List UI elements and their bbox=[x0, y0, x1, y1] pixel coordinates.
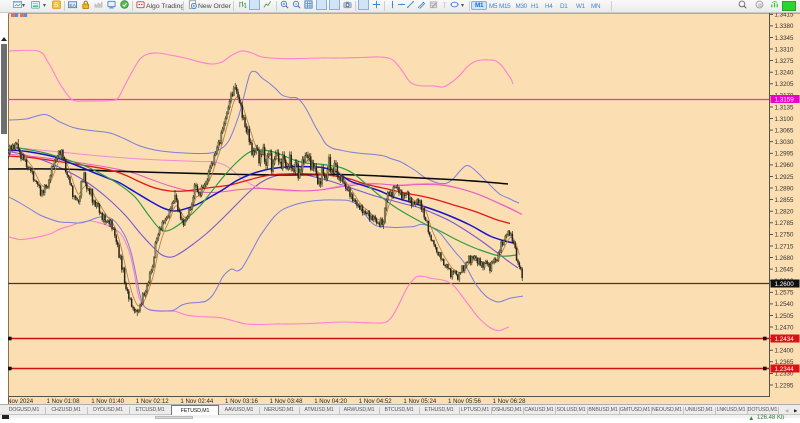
svg-text:1.3065: 1.3065 bbox=[775, 127, 794, 134]
svg-text:1.2400: 1.2400 bbox=[775, 348, 794, 355]
svg-text:1.2365: 1.2365 bbox=[775, 359, 794, 366]
svg-text:1.2960: 1.2960 bbox=[775, 162, 794, 169]
svg-text:1.2995: 1.2995 bbox=[775, 151, 794, 158]
svg-text:1.2295: 1.2295 bbox=[775, 382, 794, 389]
svg-text:1.3275: 1.3275 bbox=[775, 58, 794, 65]
svg-text:1.2925: 1.2925 bbox=[775, 174, 794, 181]
svg-text:1 Nov 04:20: 1 Nov 04:20 bbox=[314, 398, 347, 405]
svg-text:1 Nov 02:12: 1 Nov 02:12 bbox=[136, 398, 169, 405]
svg-text:1 Nov 01:08: 1 Nov 01:08 bbox=[47, 398, 80, 405]
svg-text:T: T bbox=[442, 2, 447, 9]
svg-text:1.2600: 1.2600 bbox=[775, 281, 795, 288]
svg-text:1.2575: 1.2575 bbox=[775, 290, 794, 297]
svg-text:1.2890: 1.2890 bbox=[775, 185, 794, 192]
svg-text:1 Nov 05:56: 1 Nov 05:56 bbox=[448, 398, 481, 405]
svg-text:1.3205: 1.3205 bbox=[775, 81, 794, 88]
svg-text:1 Nov 03:48: 1 Nov 03:48 bbox=[270, 398, 303, 405]
svg-text:1 Nov 05:24: 1 Nov 05:24 bbox=[403, 398, 436, 405]
svg-text:1.3135: 1.3135 bbox=[775, 104, 794, 111]
svg-text:1.2680: 1.2680 bbox=[775, 255, 794, 262]
svg-text:1.2540: 1.2540 bbox=[775, 301, 794, 308]
svg-text:1.2470: 1.2470 bbox=[775, 324, 794, 331]
svg-text:1.2820: 1.2820 bbox=[775, 209, 794, 216]
svg-text:1.2344: 1.2344 bbox=[775, 366, 795, 373]
svg-text:1.2855: 1.2855 bbox=[775, 197, 794, 204]
svg-text:1.3240: 1.3240 bbox=[775, 70, 794, 77]
svg-text:1 Nov 03:16: 1 Nov 03:16 bbox=[225, 398, 258, 405]
svg-text:1.2505: 1.2505 bbox=[775, 313, 794, 320]
svg-text:1.2715: 1.2715 bbox=[775, 243, 794, 250]
svg-text:1.3345: 1.3345 bbox=[775, 35, 794, 42]
svg-text:1.2645: 1.2645 bbox=[775, 266, 794, 273]
svg-text:1 Nov 01:40: 1 Nov 01:40 bbox=[91, 398, 124, 405]
svg-text:1.3100: 1.3100 bbox=[775, 116, 794, 123]
svg-text:1.2330: 1.2330 bbox=[775, 371, 794, 378]
svg-text:1 Nov 04:52: 1 Nov 04:52 bbox=[359, 398, 392, 405]
svg-text:1 Nov 2024: 1 Nov 2024 bbox=[2, 398, 34, 405]
svg-text:1.2750: 1.2750 bbox=[775, 232, 794, 239]
svg-text:@: @ bbox=[758, 2, 763, 7]
svg-text:1.3380: 1.3380 bbox=[775, 23, 794, 30]
svg-text:S: S bbox=[54, 2, 58, 9]
svg-text:EA: EA bbox=[69, 3, 76, 9]
svg-text:1.3159: 1.3159 bbox=[775, 96, 795, 103]
svg-text:1.3415: 1.3415 bbox=[775, 12, 794, 19]
svg-text:1.3310: 1.3310 bbox=[775, 46, 794, 53]
svg-text:1 Nov 06:28: 1 Nov 06:28 bbox=[493, 398, 526, 405]
svg-text:1 Nov 02:44: 1 Nov 02:44 bbox=[180, 398, 213, 405]
svg-text:1.2434: 1.2434 bbox=[775, 336, 795, 343]
svg-text:1.2785: 1.2785 bbox=[775, 220, 794, 227]
svg-text:1.3030: 1.3030 bbox=[775, 139, 794, 146]
